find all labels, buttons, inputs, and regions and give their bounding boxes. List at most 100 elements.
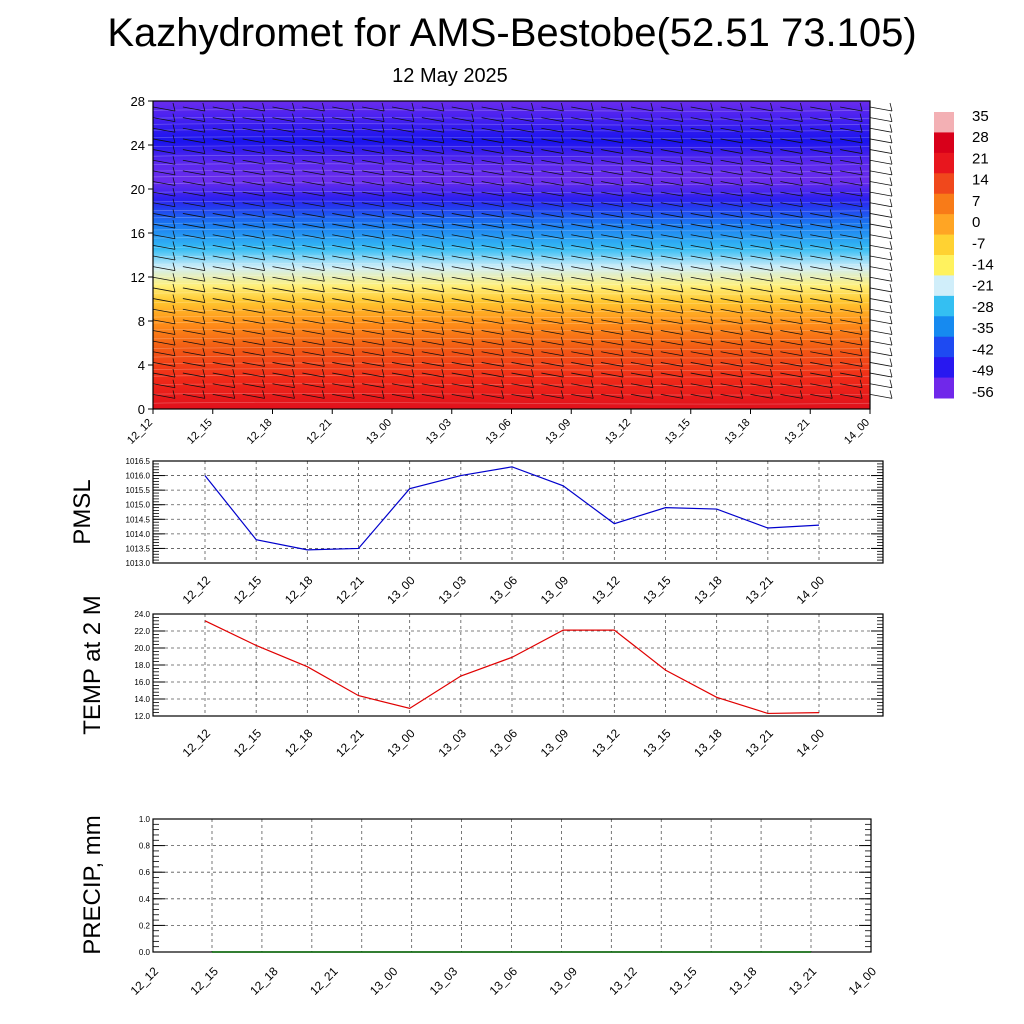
wind-barb: [869, 117, 893, 123]
wind-barb-flag: [441, 326, 445, 335]
x-tick-label: 13_09: [538, 726, 572, 760]
wind-barb-flag: [172, 209, 176, 218]
wind-barb-flag: [590, 188, 594, 197]
wind-barb-flag: [740, 337, 744, 346]
wind-barb: [630, 287, 654, 293]
x-tick-label: 12_12: [180, 573, 214, 607]
wind-barb: [750, 170, 773, 176]
wind-barb-flag: [889, 198, 893, 207]
wind-barb: [242, 372, 265, 378]
wind-barb: [840, 266, 863, 272]
wind-barb: [601, 234, 624, 240]
wind-barb: [601, 202, 624, 208]
wind-barb: [391, 191, 415, 197]
x-tick-label: 12_18: [282, 573, 316, 607]
wind-barb: [810, 223, 833, 229]
wind-barb: [601, 319, 624, 325]
wind-barb: [840, 234, 863, 240]
wind-barb: [302, 127, 325, 133]
wind-barb-flag: [560, 379, 564, 388]
wind-barb-flag: [710, 241, 714, 250]
wind-barb-flag: [620, 230, 624, 239]
wind-barb: [272, 330, 295, 335]
wind-barb: [541, 393, 564, 399]
wind-barb: [750, 127, 773, 133]
x-tick-label: 13_21: [742, 573, 776, 607]
wind-barb-flag: [531, 177, 534, 186]
wind-barb: [391, 159, 415, 165]
wind-barb: [630, 308, 654, 314]
y-tick-label: 0: [138, 402, 145, 417]
wind-barb-flag: [560, 177, 564, 186]
wind-barb-flag: [740, 326, 744, 335]
wind-barb-flag: [770, 230, 773, 239]
wind-barb: [481, 383, 504, 389]
wind-barb: [212, 383, 235, 389]
wind-barb: [421, 170, 444, 176]
wind-barb-flag: [501, 241, 505, 250]
wind-barb-flag: [381, 124, 385, 133]
wind-barb-flag: [770, 198, 773, 207]
wind-barb: [182, 266, 205, 272]
wind-barb-flag: [411, 134, 415, 144]
wind-barb: [391, 351, 415, 357]
wind-barb-flag: [799, 273, 803, 282]
x-tick-label: 12_15: [187, 964, 221, 998]
wind-barb: [720, 191, 743, 197]
wind-barb: [810, 106, 833, 112]
wind-barb-flag: [620, 273, 624, 282]
wind-barb-flag: [889, 145, 893, 154]
wind-barb-flag: [202, 368, 206, 378]
contour-line: [152, 328, 871, 332]
wind-barb: [481, 191, 504, 197]
wind-barb: [272, 319, 295, 325]
wind-barb: [720, 138, 743, 144]
wind-barb-flag: [411, 177, 415, 186]
wind-barb-flag: [441, 305, 445, 314]
wind-barb: [630, 298, 654, 303]
wind-barb: [750, 234, 773, 240]
wind-barb-flag: [321, 188, 325, 197]
wind-barb: [212, 117, 235, 123]
wind-barb-flag: [889, 102, 893, 112]
wind-barb-flag: [531, 145, 534, 154]
contour-line: [152, 392, 871, 396]
wind-barb: [421, 159, 444, 165]
wind-barb-flag: [829, 124, 833, 133]
wind-barb-flag: [411, 347, 415, 356]
wind-barb-flag: [471, 368, 475, 378]
wind-barb: [571, 351, 594, 357]
colorbar-cell: [934, 193, 954, 215]
heatmap-fill: [153, 101, 870, 409]
wind-barb: [332, 170, 355, 176]
wind-barb-flag: [202, 102, 206, 112]
wind-barb: [720, 127, 743, 133]
wind-barb: [451, 127, 474, 133]
wind-barb: [391, 266, 415, 272]
wind-barb-flag: [172, 337, 176, 346]
wind-barb: [152, 330, 176, 335]
wind-barb: [212, 287, 235, 293]
wind-barb-flag: [262, 241, 266, 250]
wind-barb: [690, 266, 713, 272]
wind-barb: [601, 191, 624, 197]
wind-barb-flag: [590, 251, 594, 261]
wind-barb: [660, 362, 683, 367]
wind-barb: [780, 255, 803, 261]
wind-barb-flag: [590, 294, 594, 303]
wind-barb: [780, 138, 803, 144]
x-tick-label: 12_15: [231, 726, 265, 760]
wind-barb-flag: [770, 305, 773, 314]
wind-barb: [272, 191, 295, 197]
wind-barb-flag: [680, 326, 684, 335]
wind-barb: [152, 234, 176, 240]
wind-barb-flag: [799, 177, 803, 186]
wind-barb: [810, 191, 833, 197]
wind-barb-flag: [829, 156, 833, 165]
contour-line: [152, 136, 871, 139]
wind-barb: [750, 383, 773, 389]
wind-barb: [750, 340, 773, 346]
wind-barb-flag: [262, 102, 266, 112]
wind-barb: [810, 170, 833, 176]
wind-barb: [451, 234, 474, 240]
